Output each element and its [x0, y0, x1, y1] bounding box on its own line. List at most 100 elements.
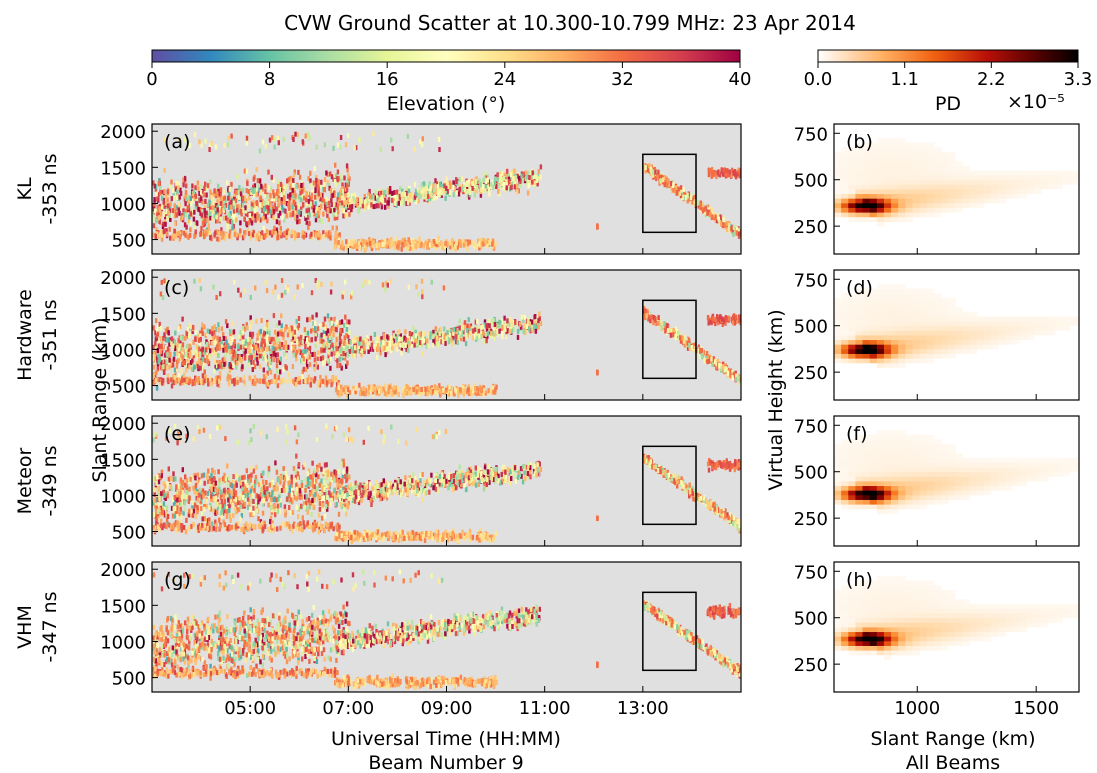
scatter-point [367, 349, 370, 354]
scatter-point [463, 187, 467, 193]
scatter-point [245, 221, 248, 227]
scatter-point [234, 356, 238, 362]
heatmap-cell [969, 170, 978, 176]
heatmap-cell [876, 216, 885, 222]
scatter-point [444, 188, 448, 194]
heatmap-cell [941, 175, 949, 181]
scatter-point [217, 188, 220, 194]
scatter-point [317, 188, 320, 194]
scatter-point [203, 369, 206, 375]
scatter-point [226, 323, 229, 329]
scatter-point [323, 201, 327, 207]
scatter-point [246, 227, 250, 233]
heatmap-cell [948, 170, 956, 176]
scatter-point [298, 209, 301, 215]
scatter-point [165, 231, 169, 237]
heatmap-cell [912, 156, 921, 162]
scatter-point [724, 171, 727, 177]
scatter-point [162, 199, 165, 205]
heatmap-cell [1005, 179, 1013, 185]
heatmap-cell [869, 156, 878, 162]
heatmap-cell [983, 175, 992, 181]
scatter-point [287, 177, 291, 182]
heatmap-cell [855, 161, 863, 167]
scatter-point [267, 169, 270, 175]
scatter-point [433, 336, 436, 342]
scatter-point [450, 386, 453, 391]
scatter-point [293, 214, 296, 219]
scatter-point [310, 182, 313, 188]
panel-letter: (b) [846, 131, 873, 153]
heatmap-cell [869, 179, 878, 185]
scatter-point [193, 132, 197, 138]
heatmap-cell [855, 156, 863, 162]
scatter-point [474, 331, 478, 337]
scatter-point [292, 349, 295, 354]
scatter-point [320, 179, 323, 185]
scatter-point [416, 336, 420, 342]
ytick-label: 1500 [100, 158, 146, 179]
scatter-point [258, 202, 262, 208]
scatter-point [288, 179, 291, 185]
heatmap-cell [1048, 175, 1056, 181]
scatter-point [306, 205, 309, 211]
row-method-label: KL [14, 177, 36, 200]
scatter-point [391, 386, 394, 392]
scatter-point [413, 240, 417, 246]
scatter-point [419, 340, 422, 346]
scatter-point [382, 242, 386, 248]
scatter-point [269, 369, 273, 375]
scatter-point [230, 234, 233, 240]
scatter-point [201, 209, 204, 214]
scatter-point [231, 321, 235, 327]
scatter-point [262, 233, 265, 239]
scatter-point [235, 217, 238, 223]
scatter-point [258, 187, 261, 193]
scatter-point [682, 187, 685, 193]
heatmap-cell [962, 179, 970, 185]
scatter-point [155, 385, 159, 391]
scatter-point [480, 325, 483, 331]
scatter-point [262, 226, 265, 231]
scatter-point [255, 201, 258, 207]
scatter-point [176, 351, 179, 356]
scatter-point [331, 323, 335, 329]
scatter-point [256, 333, 259, 338]
scatter-point [382, 337, 386, 343]
scatter-point [430, 385, 433, 391]
scatter-point [305, 191, 308, 197]
scatter-point [377, 346, 380, 352]
scatter-point [163, 365, 166, 371]
scatter-point [228, 229, 232, 235]
scatter-point [350, 346, 353, 352]
scatter-point [211, 331, 214, 337]
scatter-point [243, 378, 246, 384]
scatter-point [340, 319, 344, 325]
scatter-point [222, 342, 226, 348]
scatter-point [155, 333, 158, 339]
scatter-point [488, 240, 491, 245]
scatter-point [205, 355, 209, 360]
scatter-point [456, 327, 459, 333]
scatter-point [266, 194, 269, 200]
scatter-point [169, 337, 172, 343]
scatter-point [519, 178, 522, 184]
scatter-point [209, 348, 212, 354]
scatter-point [193, 234, 196, 239]
scatter-point [373, 344, 376, 350]
scatter-point [257, 218, 260, 224]
heatmap-cell [933, 165, 942, 171]
scatter-point [528, 326, 531, 332]
scatter-point [522, 318, 525, 324]
scatter-point [325, 232, 328, 237]
heatmap-cell [969, 193, 978, 199]
heatmap-cell [990, 184, 999, 190]
scatter-point [450, 182, 454, 188]
heatmap-cell [876, 198, 885, 204]
scatter-point [177, 355, 181, 361]
scatter-point [337, 192, 340, 198]
scatter-point [415, 338, 418, 344]
scatter-point [280, 323, 283, 329]
scatter-point [374, 189, 377, 195]
heatmap-cell [1076, 170, 1079, 176]
